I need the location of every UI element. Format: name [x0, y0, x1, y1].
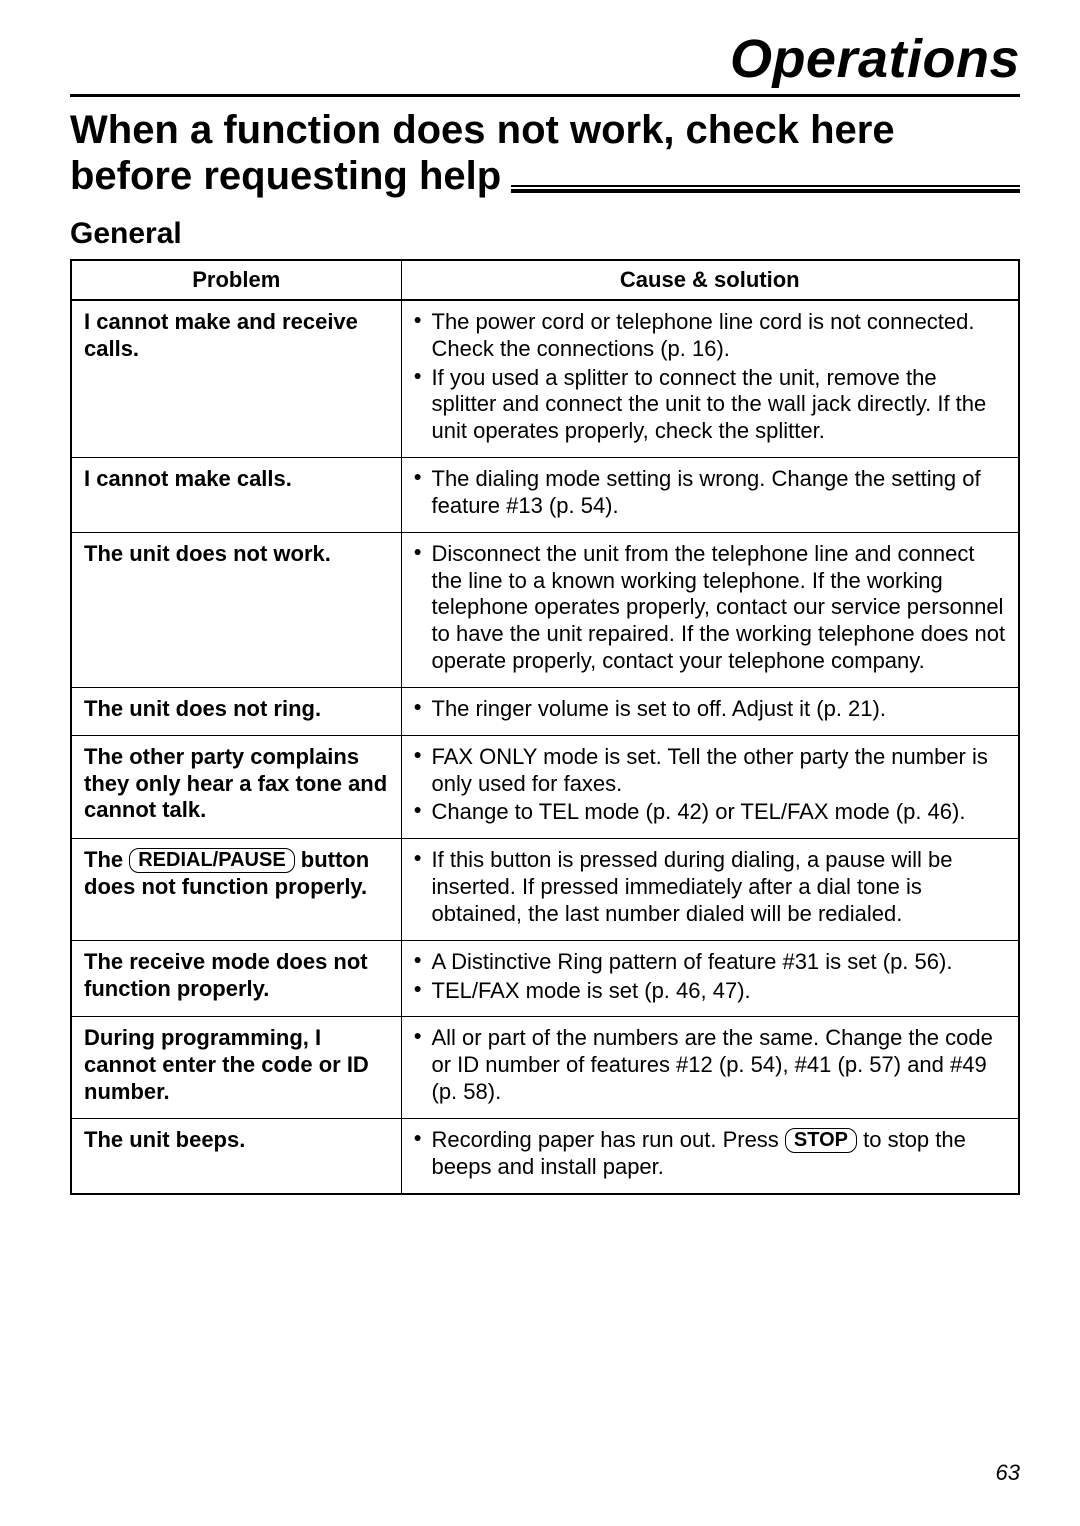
table-row: The other party complains they only hear… — [71, 735, 1019, 838]
header-solution: Cause & solution — [401, 260, 1019, 300]
problem-cell: I cannot make and receive calls. — [71, 300, 401, 458]
solution-cell: A Distinctive Ring pattern of feature #3… — [401, 940, 1019, 1017]
problem-cell: The unit does not ring. — [71, 687, 401, 735]
solution-item: If you used a splitter to connect the un… — [414, 365, 1007, 445]
solution-cell: The dialing mode setting is wrong. Chang… — [401, 458, 1019, 533]
solution-item: The power cord or telephone line cord is… — [414, 309, 1007, 363]
section-title-line2: before requesting help — [70, 153, 501, 199]
solution-item: The dialing mode setting is wrong. Chang… — [414, 466, 1007, 520]
redial-pause-button-label: REDIAL/PAUSE — [129, 848, 294, 873]
table-row: The unit beeps. Recording paper has run … — [71, 1118, 1019, 1193]
page-number: 63 — [996, 1460, 1020, 1486]
section-title: When a function does not work, check her… — [70, 107, 1020, 199]
solution-item: FAX ONLY mode is set. Tell the other par… — [414, 744, 1007, 798]
table-row: The REDIAL/PAUSE button does not functio… — [71, 839, 1019, 940]
solution-cell: The power cord or telephone line cord is… — [401, 300, 1019, 458]
chapter-title: Operations — [70, 28, 1020, 94]
solution-item: The ringer volume is set to off. Adjust … — [414, 696, 1007, 723]
solution-cell: All or part of the numbers are the same.… — [401, 1017, 1019, 1118]
chapter-rule — [70, 94, 1020, 97]
table-header-row: Problem Cause & solution — [71, 260, 1019, 300]
problem-cell: I cannot make calls. — [71, 458, 401, 533]
solution-item: Recording paper has run out. Press STOP … — [414, 1127, 1007, 1181]
solution-item: TEL/FAX mode is set (p. 46, 47). — [414, 978, 1007, 1005]
header-problem: Problem — [71, 260, 401, 300]
problem-cell: During programming, I cannot enter the c… — [71, 1017, 401, 1118]
subhead-general: General — [70, 217, 1020, 251]
section-title-rule — [511, 185, 1020, 193]
page: Operations When a function does not work… — [0, 0, 1080, 1195]
solution-cell: Disconnect the unit from the telephone l… — [401, 532, 1019, 687]
solution-cell: The ringer volume is set to off. Adjust … — [401, 687, 1019, 735]
solution-item: Change to TEL mode (p. 42) or TEL/FAX mo… — [414, 799, 1007, 826]
table-row: I cannot make and receive calls. The pow… — [71, 300, 1019, 458]
table-row: During programming, I cannot enter the c… — [71, 1017, 1019, 1118]
solution-item: If this button is pressed during dialing… — [414, 847, 1007, 927]
problem-cell: The receive mode does not function prope… — [71, 940, 401, 1017]
problem-cell: The unit does not work. — [71, 532, 401, 687]
table-row: The unit does not ring. The ringer volum… — [71, 687, 1019, 735]
problem-cell: The unit beeps. — [71, 1118, 401, 1193]
problem-text-prefix: The — [84, 847, 129, 872]
solution-item: All or part of the numbers are the same.… — [414, 1025, 1007, 1105]
solution-text-prefix: Recording paper has run out. Press — [432, 1127, 785, 1152]
solution-cell: If this button is pressed during dialing… — [401, 839, 1019, 940]
solution-cell: FAX ONLY mode is set. Tell the other par… — [401, 735, 1019, 838]
section-title-line1: When a function does not work, check her… — [70, 107, 1020, 153]
troubleshoot-table: Problem Cause & solution I cannot make a… — [70, 259, 1020, 1195]
problem-cell: The other party complains they only hear… — [71, 735, 401, 838]
problem-cell: The REDIAL/PAUSE button does not functio… — [71, 839, 401, 940]
solution-cell: Recording paper has run out. Press STOP … — [401, 1118, 1019, 1193]
table-row: The receive mode does not function prope… — [71, 940, 1019, 1017]
solution-item: A Distinctive Ring pattern of feature #3… — [414, 949, 1007, 976]
table-row: I cannot make calls. The dialing mode se… — [71, 458, 1019, 533]
stop-button-label: STOP — [785, 1128, 857, 1153]
solution-item: Disconnect the unit from the telephone l… — [414, 541, 1007, 675]
table-row: The unit does not work. Disconnect the u… — [71, 532, 1019, 687]
